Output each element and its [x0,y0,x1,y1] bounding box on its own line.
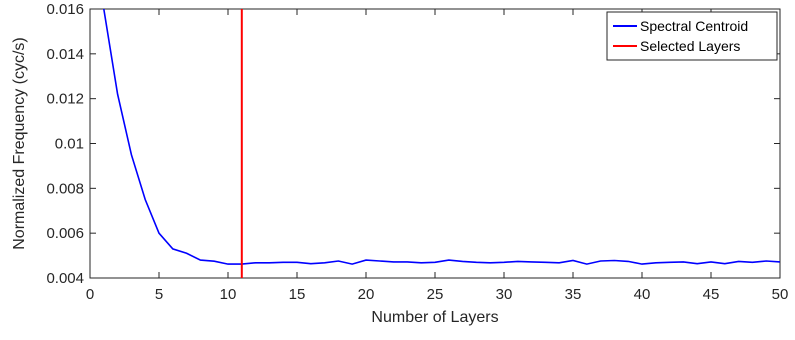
y-tick-label: 0.008 [46,180,84,197]
y-tick-label: 0.016 [46,1,84,18]
x-tick-label: 50 [772,286,789,303]
x-tick-label: 30 [496,286,513,303]
x-tick-label: 20 [358,286,375,303]
x-tick-label: 15 [289,286,306,303]
y-tick-label: 0.01 [55,136,84,153]
x-tick-label: 10 [220,286,237,303]
x-tick-label: 0 [86,286,94,303]
y-tick-label: 0.014 [46,46,84,63]
x-tick-label: 40 [634,286,651,303]
legend: Spectral Centroid Selected Layers [606,11,778,61]
x-tick-label: 5 [155,286,163,303]
y-axis-label: Normalized Frequency (cyc/s) [11,37,28,250]
x-tick-label: 35 [565,286,582,303]
series-spectral-centroid-line [103,9,780,265]
y-tick-label: 0.006 [46,225,84,242]
y-tick-label: 0.004 [46,270,84,287]
series-layer [103,9,780,278]
legend-label-spectral-centroid: Spectral Centroid [640,18,748,34]
ticks-layer: 0 5 10 15 20 25 30 35 40 45 50 0.004 0.006 0.008 0.01 0… [46,1,788,303]
x-axis-label: Number of Layers [371,309,498,326]
legend-box [606,11,778,61]
legend-label-selected-layers: Selected Layers [640,38,740,54]
x-tick-label: 25 [427,286,444,303]
x-tick-label: 45 [703,286,720,303]
y-tick-label: 0.012 [46,91,84,108]
